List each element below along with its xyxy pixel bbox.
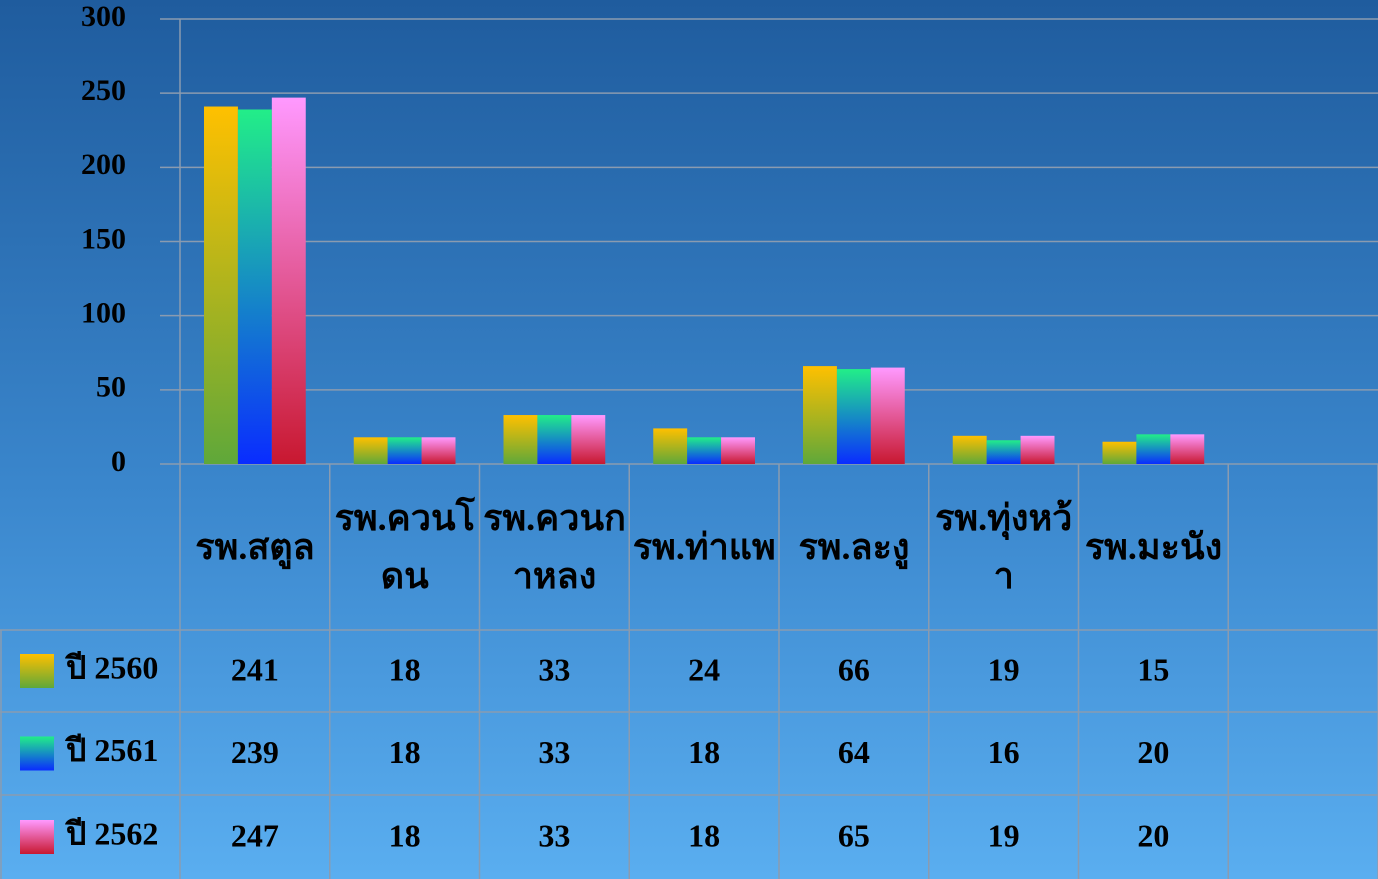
x-tick-label: รพ.มะนัง — [1079, 464, 1229, 630]
bar — [871, 368, 905, 464]
bar — [1170, 434, 1204, 464]
table-value: 15 — [1137, 651, 1169, 687]
bar — [653, 428, 687, 464]
bar — [1136, 434, 1170, 464]
table-value: 64 — [838, 734, 870, 770]
table-value: 18 — [389, 734, 421, 770]
bar — [953, 436, 987, 464]
table-value: 16 — [988, 734, 1020, 770]
bar — [354, 437, 388, 464]
table-value: 19 — [988, 817, 1020, 853]
y-tick-label: 300 — [81, 0, 126, 33]
legend-swatch — [20, 654, 54, 688]
table-value: 241 — [231, 651, 279, 687]
table-value: 247 — [231, 817, 279, 853]
bar — [571, 415, 605, 464]
table-value: 18 — [389, 651, 421, 687]
bar — [803, 366, 837, 464]
table-value: 24 — [688, 651, 720, 687]
table-value: 20 — [1137, 817, 1169, 853]
slide: 0 50 100 150 200 250 300 241 239 247 18 18 18 33 33 33 2… — [0, 0, 1378, 879]
chart: 0 50 100 150 200 250 300 241 239 247 18 18 18 33 33 33 2… — [0, 0, 1378, 879]
bar — [837, 369, 871, 464]
table-value: 239 — [231, 734, 279, 770]
legend-swatch — [20, 737, 54, 771]
bar — [1103, 442, 1137, 464]
y-tick-label: 50 — [96, 371, 126, 404]
x-tick-label: รพ.ควนโดน — [330, 464, 480, 630]
table-value: 66 — [838, 651, 870, 687]
x-tick-label: รพ.ควนกาหลง — [480, 464, 630, 630]
table-value: 65 — [838, 817, 870, 853]
legend-label: ปี 2562 — [64, 815, 158, 851]
table-value: 33 — [538, 651, 570, 687]
bar — [721, 437, 755, 464]
table-value: 18 — [688, 817, 720, 853]
bar — [388, 437, 422, 464]
x-tick-label: รพ.ทุ่งหว้า — [929, 464, 1079, 630]
bar — [272, 98, 306, 464]
y-tick-label: 150 — [81, 222, 126, 255]
table-value: 20 — [1137, 734, 1169, 770]
table-value: 18 — [389, 817, 421, 853]
x-tick-label: รพ.สตูล — [180, 464, 330, 630]
table-value: 18 — [688, 734, 720, 770]
legend-swatch — [20, 820, 54, 854]
y-tick-label: 200 — [81, 148, 126, 181]
bar — [204, 107, 238, 464]
table-value: 19 — [988, 651, 1020, 687]
legend-label: ปี 2560 — [64, 649, 158, 685]
bar — [422, 437, 456, 464]
y-tick-label: 0 — [111, 445, 126, 478]
bar — [1021, 436, 1055, 464]
y-tick-label: 250 — [81, 74, 126, 107]
table-value: 33 — [538, 734, 570, 770]
bar — [238, 109, 272, 464]
x-tick-label: รพ.ท่าแพ — [629, 464, 779, 630]
bar — [987, 440, 1021, 464]
y-tick-label: 100 — [81, 297, 126, 330]
legend-label: ปี 2561 — [64, 732, 158, 768]
bar — [687, 437, 721, 464]
bar — [504, 415, 538, 464]
x-tick-label: รพ.ละงู — [779, 464, 929, 630]
bar — [537, 415, 571, 464]
table-value: 33 — [538, 817, 570, 853]
